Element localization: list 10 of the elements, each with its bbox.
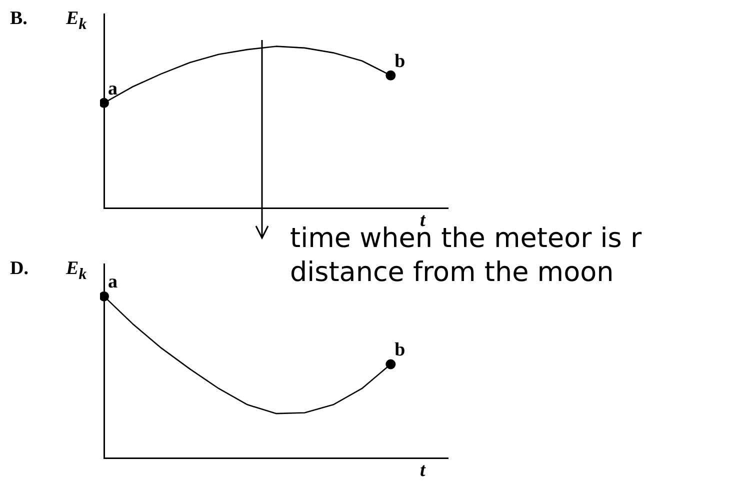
annotation: b [394, 340, 406, 361]
chart-title: B. [10, 8, 28, 30]
x-axis-title: t [420, 460, 426, 482]
chart-title: D. [10, 258, 28, 280]
annotation: a [108, 272, 118, 293]
x-axis-title: t [420, 210, 426, 231]
annotation: a [108, 78, 118, 100]
y-axis-title: E$_{k}$ [66, 8, 87, 34]
y-axis-title: E$_{k}$ [66, 258, 87, 284]
annotation: b [394, 50, 406, 72]
